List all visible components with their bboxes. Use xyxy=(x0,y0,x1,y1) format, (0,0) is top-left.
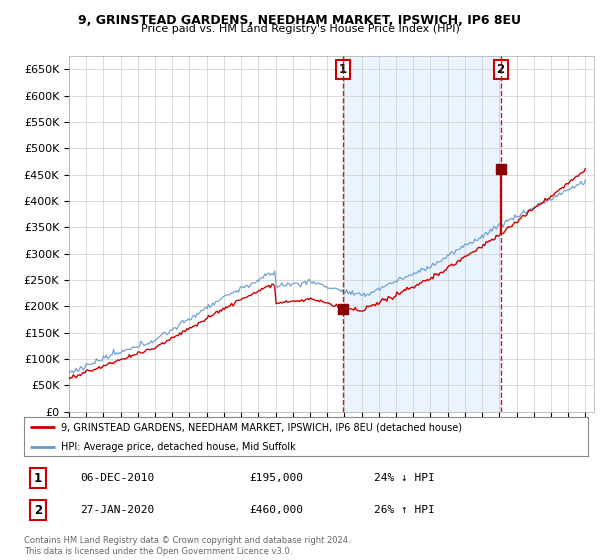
Text: 1: 1 xyxy=(34,472,42,485)
Text: Contains HM Land Registry data © Crown copyright and database right 2024.
This d: Contains HM Land Registry data © Crown c… xyxy=(24,536,350,556)
Text: 2: 2 xyxy=(496,63,505,76)
Text: £195,000: £195,000 xyxy=(250,473,304,483)
Text: £460,000: £460,000 xyxy=(250,505,304,515)
Text: 06-DEC-2010: 06-DEC-2010 xyxy=(80,473,155,483)
Text: 24% ↓ HPI: 24% ↓ HPI xyxy=(374,473,434,483)
Text: 9, GRINSTEAD GARDENS, NEEDHAM MARKET, IPSWICH, IP6 8EU: 9, GRINSTEAD GARDENS, NEEDHAM MARKET, IP… xyxy=(79,14,521,27)
Text: 26% ↑ HPI: 26% ↑ HPI xyxy=(374,505,434,515)
Text: 2: 2 xyxy=(34,503,42,517)
Text: Price paid vs. HM Land Registry's House Price Index (HPI): Price paid vs. HM Land Registry's House … xyxy=(140,24,460,34)
Text: 1: 1 xyxy=(339,63,347,76)
Text: HPI: Average price, detached house, Mid Suffolk: HPI: Average price, detached house, Mid … xyxy=(61,442,295,451)
Text: 9, GRINSTEAD GARDENS, NEEDHAM MARKET, IPSWICH, IP6 8EU (detached house): 9, GRINSTEAD GARDENS, NEEDHAM MARKET, IP… xyxy=(61,422,461,432)
Text: 27-JAN-2020: 27-JAN-2020 xyxy=(80,505,155,515)
Bar xyxy=(343,56,500,412)
